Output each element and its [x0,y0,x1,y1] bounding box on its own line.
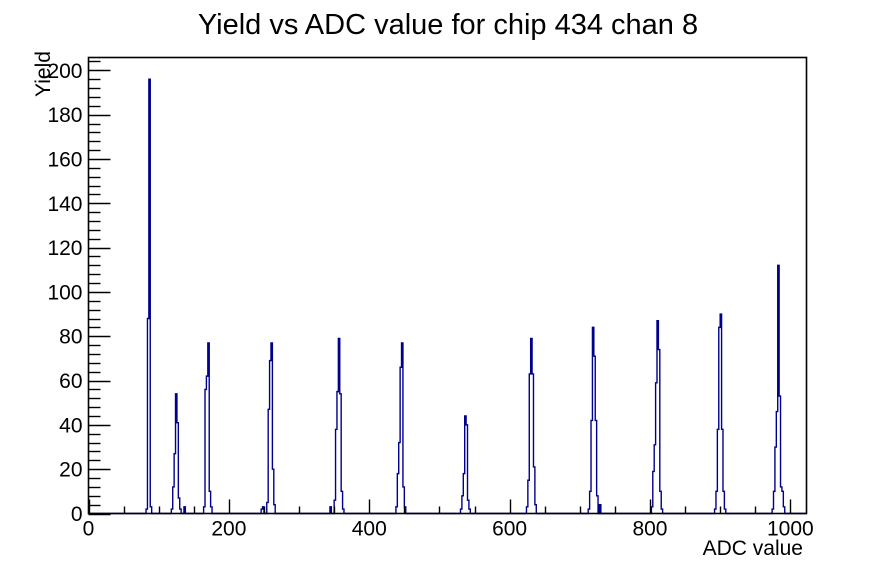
y-tick-label: 180 [47,104,82,127]
histogram-line [88,78,807,515]
y-tick-label: 140 [47,193,82,216]
plot-frame [87,56,808,515]
y-tick-label: 60 [59,370,82,393]
x-axis: 0 200 400 600 800 1000 [83,499,814,541]
x-tick-label: 0 [83,518,95,541]
y-tick-label: 160 [47,148,82,171]
y-axis: 0 20 40 60 80 100 120 140 160 180 200 [47,60,111,526]
x-axis-title: ADC value [702,537,803,560]
chart-title: Yield vs ADC value for chip 434 chan 8 [197,9,699,41]
y-tick-label: 40 [59,414,82,437]
y-tick-label: 200 [47,60,82,83]
x-tick-label: 600 [492,518,527,541]
x-tick-label: 1000 [767,518,814,541]
x-tick-label: 200 [211,518,246,541]
y-tick-label: 120 [47,237,82,260]
y-tick-label: 20 [59,459,82,482]
y-tick-label: 0 [71,503,83,526]
y-tick-label: 100 [47,281,82,304]
x-tick-label: 400 [352,518,387,541]
x-tick-label: 800 [632,518,667,541]
y-tick-label: 80 [59,326,82,349]
